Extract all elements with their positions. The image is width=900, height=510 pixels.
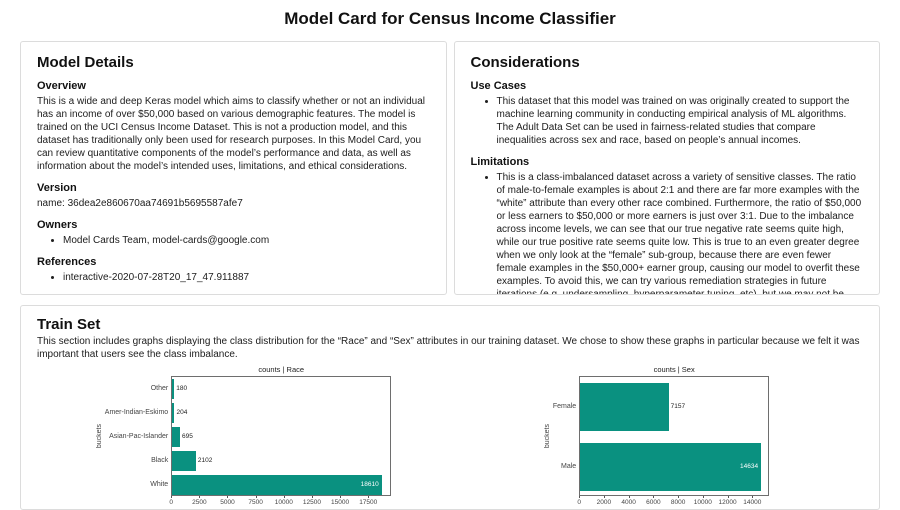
bar [580,443,762,491]
tick-mark [678,496,680,498]
tick-mark [227,496,229,498]
tick-mark [171,496,173,498]
list-item: This is a class-imbalanced dataset acros… [497,171,864,294]
train-set-title: Train Set [37,316,101,333]
category-label: Black [151,456,169,464]
use-cases-heading: Use Cases [470,80,527,92]
bar [172,451,196,471]
x-tick-label: 14000 [743,499,762,506]
limitations-list: This is a class-imbalanced dataset acros… [471,171,864,294]
train-set-description: This section includes graphs displaying … [37,336,860,360]
category-label: Amer-Indian-Eskimo [104,408,169,416]
model-details-title: Model Details [37,54,134,71]
x-tick-label: 0 [577,499,581,506]
bar [172,379,175,399]
list-item: This dataset that this model was trained… [497,95,864,147]
tick-mark [368,496,370,498]
bar-value-label: 18610 [360,481,379,488]
chart-title: counts | Race [258,365,305,374]
owners-heading: Owners [37,219,78,231]
sex-count-chart: buckets Female Male counts | Sex 7157 14634 0 2… [544,365,770,509]
y-axis-label-text: buckets [95,423,103,449]
bar [172,475,382,495]
list-item: Model Cards Team, model-cards@google.com [63,234,430,247]
tick-mark [255,496,257,498]
tick-mark [283,496,285,498]
category-label: Female [552,402,577,410]
y-axis-label: buckets [544,376,551,496]
tick-mark [340,496,342,498]
tick-mark [199,496,201,498]
x-tick-label: 12500 [302,499,321,506]
references-list: interactive-2020-07-28T20_17_47.911887 [37,271,430,284]
x-tick-label: 0 [169,499,174,506]
chart-title: counts | Sex [653,365,695,374]
x-tick-label: 5000 [220,499,235,506]
x-tick-label: 2000 [596,499,612,506]
x-axis-ticks: 0 2500 5000 7500 10000 12500 15000 17500 [169,496,391,509]
tick-mark [579,496,581,498]
race-chart-container: buckets Other Amer-Indian-Eskimo Asian-Pac-… [37,365,450,509]
category-label: Asian-Pac-Islander [109,432,169,440]
version-text: name: 36dea2e860670aa74691b5695587afe7 [37,198,243,209]
x-tick-label: 8000 [670,499,686,506]
plot-area: 180 204 695 2102 18610 [171,376,392,496]
tick-mark [628,496,630,498]
sex-chart-container: buckets Female Male counts | Sex 7157 14634 0 2… [450,365,863,509]
top-cards-row: Model Details Overview This is a wide an… [20,41,880,295]
x-tick-label: 12000 [718,499,737,506]
overview-text: This is a wide and deep Keras model whic… [37,96,425,172]
bar [172,403,175,423]
x-tick-label: 4000 [621,499,636,506]
tick-mark [653,496,655,498]
page-title: Model Card for Census Income Classifier [284,9,616,28]
limitations-heading: Limitations [470,156,530,168]
considerations-card: Considerations Use Cases This dataset th… [453,41,880,295]
considerations-title: Considerations [470,54,580,71]
category-label: White [150,480,169,488]
x-tick-label: 10000 [274,499,293,506]
charts-row: buckets Other Amer-Indian-Eskimo Asian-Pac-… [37,365,863,509]
plot-column: counts | Sex 7157 14634 0 2000 4000 6000 8000 10… [577,365,770,509]
x-tick-label: 15000 [331,499,350,506]
plot-area: 7157 14634 [579,376,770,496]
category-label: Male [560,462,577,470]
overview-heading: Overview [37,80,86,92]
version-heading: Version [37,182,77,194]
model-details-card: Model Details Overview This is a wide an… [20,41,447,295]
owners-list: Model Cards Team, model-cards@google.com [37,234,430,247]
x-tick-label: 2500 [192,499,207,506]
bar [580,383,669,431]
tick-mark [311,496,313,498]
references-heading: References [37,256,97,268]
y-axis-label: buckets [96,376,103,496]
tick-mark [752,496,754,498]
tick-mark [603,496,605,498]
race-count-chart: buckets Other Amer-Indian-Eskimo Asian-Pac-… [96,365,392,509]
bar-value-label: 695 [182,433,193,440]
tick-mark [727,496,729,498]
x-tick-label: 6000 [646,499,661,506]
list-item: interactive-2020-07-28T20_17_47.911887 [63,271,430,284]
train-set-card: Train Set This section includes graphs d… [20,305,880,510]
plot-column: counts | Race 180 204 695 2102 18610 0 2500 5000… [169,365,392,509]
use-cases-list: This dataset that this model was trained… [471,95,864,147]
bar-value-label: 14634 [740,463,759,470]
x-tick-label: 7500 [248,499,263,506]
tick-mark [702,496,704,498]
bar-value-label: 204 [176,409,188,416]
bar-value-label: 2102 [197,457,213,464]
x-axis-ticks: 0 2000 4000 6000 8000 10000 12000 14000 [577,496,769,509]
bar-value-label: 7157 [670,403,686,410]
bar [172,427,181,447]
category-labels: Other Amer-Indian-Eskimo Asian-Pac-Islande… [105,376,171,496]
category-labels: Female Male [553,376,579,496]
y-axis-label-text: buckets [543,423,551,449]
bar-value-label: 180 [176,385,188,392]
x-tick-label: 10000 [693,499,712,506]
x-tick-label: 17500 [359,499,378,506]
category-label: Other [150,384,169,392]
